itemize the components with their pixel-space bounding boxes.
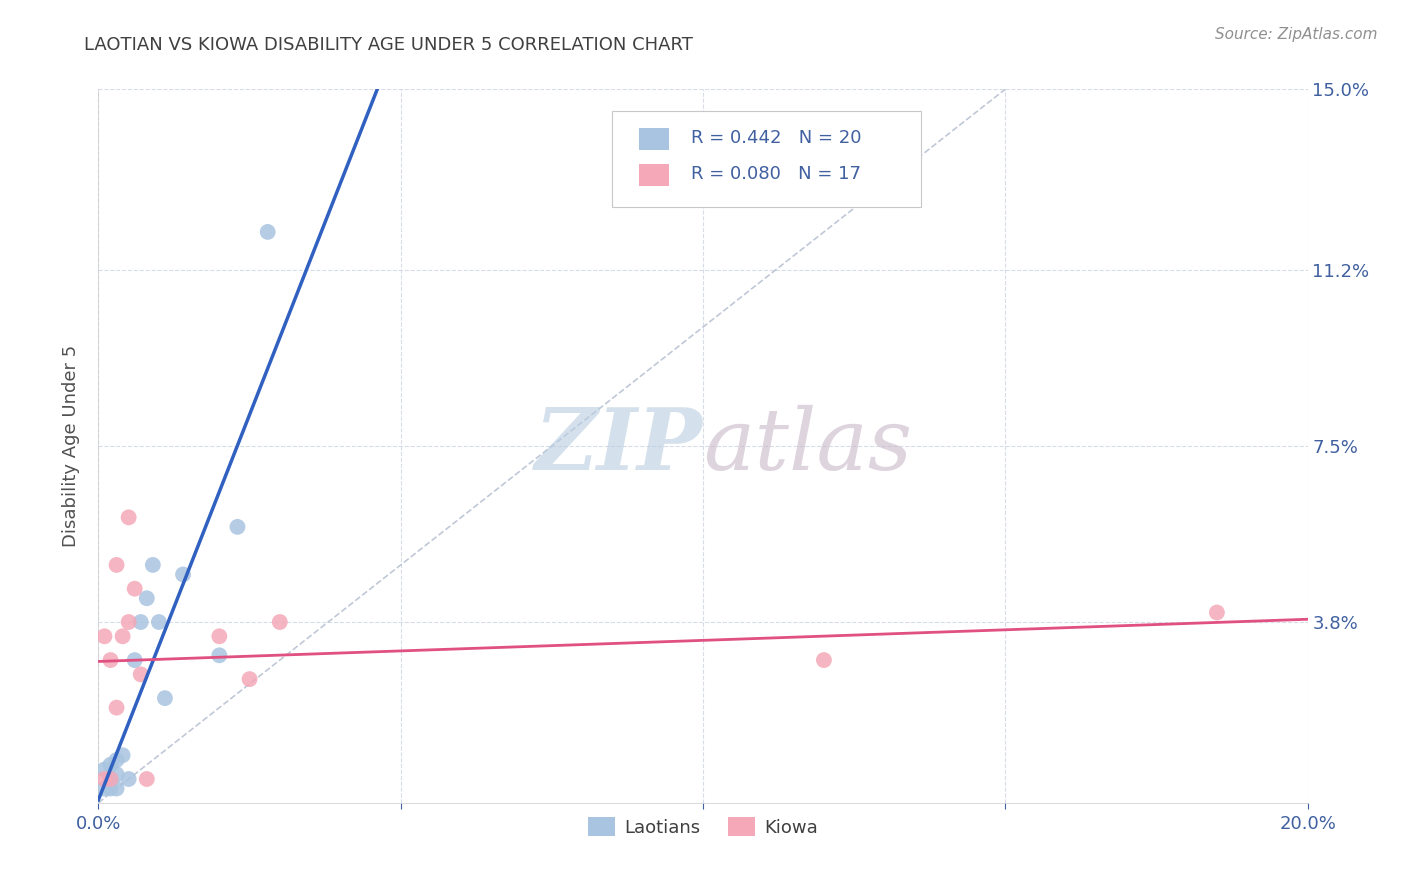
Text: Source: ZipAtlas.com: Source: ZipAtlas.com	[1215, 27, 1378, 42]
Point	[142, 558, 165, 572]
FancyBboxPatch shape	[613, 111, 921, 207]
Point	[135, 591, 157, 606]
Point	[105, 558, 128, 572]
Point	[269, 615, 291, 629]
Point	[100, 653, 122, 667]
Point	[93, 781, 115, 796]
Point	[239, 672, 262, 686]
Point	[105, 781, 128, 796]
Point	[124, 653, 146, 667]
Point	[105, 700, 128, 714]
Point	[208, 648, 231, 663]
FancyBboxPatch shape	[638, 164, 669, 186]
Point	[124, 582, 146, 596]
Point	[118, 615, 141, 629]
Legend: Laotians, Kiowa: Laotians, Kiowa	[581, 810, 825, 844]
Point	[111, 629, 134, 643]
Point	[118, 510, 141, 524]
Point	[100, 781, 122, 796]
Text: R = 0.080   N = 17: R = 0.080 N = 17	[690, 165, 860, 183]
Point	[93, 772, 115, 786]
Point	[129, 667, 152, 681]
Y-axis label: Disability Age Under 5: Disability Age Under 5	[62, 345, 80, 547]
Text: atlas: atlas	[703, 405, 912, 487]
Point	[256, 225, 278, 239]
Point	[100, 772, 122, 786]
Point	[208, 629, 231, 643]
Point	[93, 763, 115, 777]
Point	[93, 629, 115, 643]
Point	[105, 767, 128, 781]
Point	[100, 757, 122, 772]
Point	[172, 567, 194, 582]
Point	[105, 753, 128, 767]
Text: LAOTIAN VS KIOWA DISABILITY AGE UNDER 5 CORRELATION CHART: LAOTIAN VS KIOWA DISABILITY AGE UNDER 5 …	[84, 36, 693, 54]
Point	[129, 615, 152, 629]
Point	[148, 615, 170, 629]
Point	[813, 653, 835, 667]
Point	[153, 691, 176, 706]
FancyBboxPatch shape	[638, 128, 669, 150]
Point	[118, 772, 141, 786]
Text: ZIP: ZIP	[536, 404, 703, 488]
Point	[226, 520, 249, 534]
Point	[135, 772, 157, 786]
Point	[1206, 606, 1229, 620]
Text: R = 0.442   N = 20: R = 0.442 N = 20	[690, 129, 862, 147]
Point	[111, 748, 134, 763]
Point	[100, 772, 122, 786]
